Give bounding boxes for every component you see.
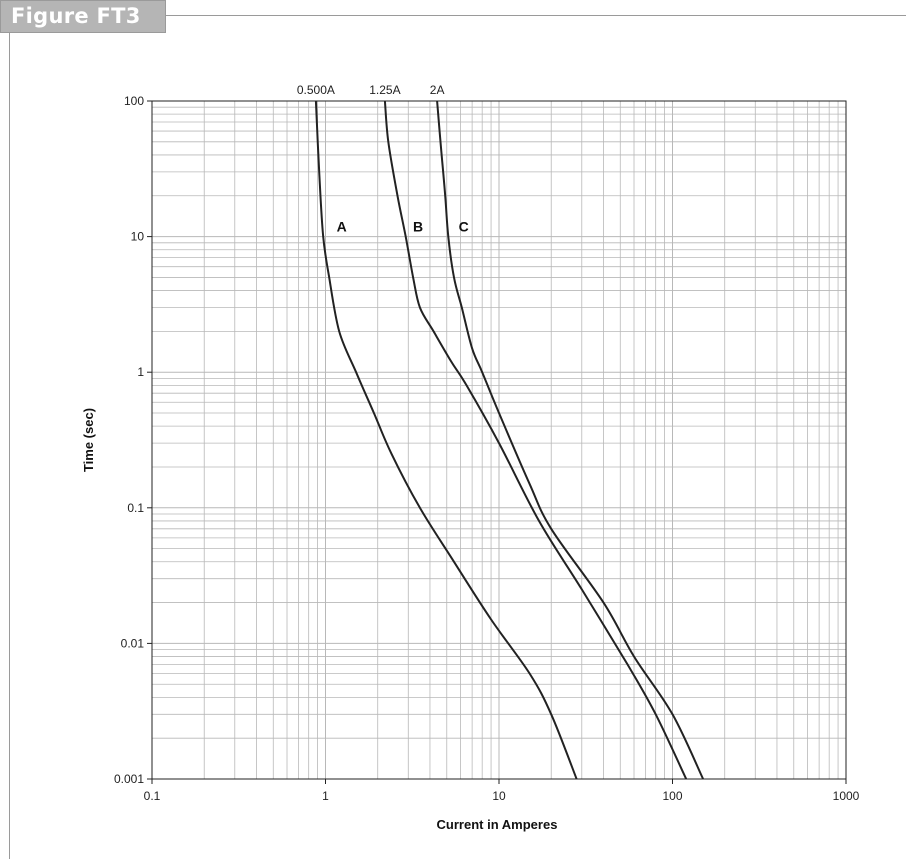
- y-axis-title: Time (sec): [81, 408, 96, 472]
- curve-letter-label: B: [413, 219, 423, 235]
- curve-b: [383, 100, 688, 780]
- x-tick-label: 100: [662, 789, 682, 803]
- axis-ticks: 0.1 1 10 100 1000 100 10 1 0.1 0.01 0.001: [114, 94, 860, 803]
- y-tick-label: 1: [137, 365, 144, 379]
- figure-label: Figure FT3: [0, 0, 166, 33]
- y-tick-label: 0.1: [127, 501, 144, 515]
- curve-labels: 0.500A A 1.25A B 2A C: [297, 83, 469, 235]
- x-tick-label: 1: [322, 789, 329, 803]
- left-border-rule: [9, 33, 10, 859]
- x-tick-label: 1000: [833, 789, 860, 803]
- x-axis-title: Current in Amperes: [437, 817, 558, 832]
- y-tick-label: 10: [131, 230, 145, 244]
- curve-rating-label: 1.25A: [369, 83, 400, 97]
- x-tick-label: 10: [492, 789, 506, 803]
- grid: [152, 101, 846, 779]
- curve-letter-label: C: [459, 219, 469, 235]
- curves: [314, 100, 705, 780]
- header-rule: [166, 15, 906, 16]
- curve-rating-label: 0.500A: [297, 83, 335, 97]
- y-tick-label: 100: [124, 94, 144, 108]
- curve-letter-label: A: [337, 219, 347, 235]
- x-tick-label: 0.1: [144, 789, 161, 803]
- curve-c: [436, 100, 705, 780]
- curve-rating-label: 2A: [430, 83, 445, 97]
- y-tick-label: 0.01: [121, 636, 145, 650]
- y-tick-label: 0.001: [114, 772, 144, 786]
- curve-a: [314, 100, 578, 780]
